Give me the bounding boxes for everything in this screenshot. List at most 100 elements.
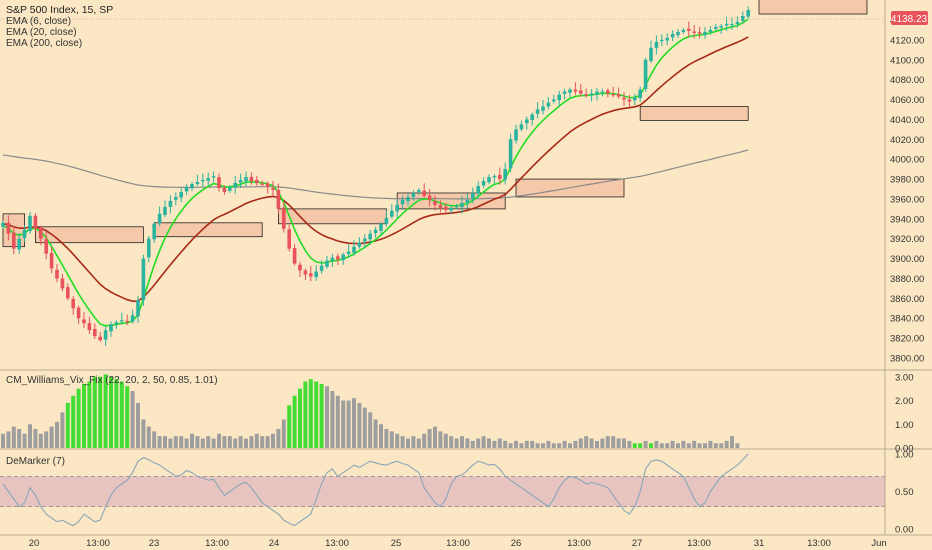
candle-body — [120, 320, 124, 322]
candle-body — [611, 94, 615, 96]
legend-ema20[interactable]: EMA (20, close) — [6, 27, 77, 38]
vix-tick-label: 3.00 — [895, 372, 914, 383]
vix-bar — [487, 438, 491, 448]
vix-bar — [6, 431, 11, 448]
vix-bar — [433, 426, 437, 448]
vix-bar — [163, 436, 167, 448]
candle-body — [303, 270, 308, 275]
time-tick-label: 25 — [391, 538, 402, 549]
price-tick-label: 3960.00 — [890, 194, 924, 205]
candle-body — [460, 202, 464, 208]
vix-bar — [238, 436, 243, 448]
candle-body — [471, 192, 475, 199]
candle-body — [552, 99, 556, 102]
vix-bar — [508, 443, 513, 448]
price-tick-label: 4120.00 — [890, 35, 924, 46]
candle-body — [584, 94, 588, 96]
candle-body — [660, 39, 664, 42]
candle-body — [384, 217, 389, 224]
vix-bar — [632, 443, 637, 448]
vix-bar — [686, 443, 691, 448]
vix-bar — [578, 438, 583, 448]
vix-bar — [449, 436, 454, 448]
vix-bar — [470, 440, 475, 448]
candle-body — [55, 269, 59, 279]
time-tick-label: 13:00 — [807, 538, 831, 549]
time-tick-label: 13:00 — [86, 538, 110, 549]
vix-bar — [616, 438, 621, 448]
candle-body — [692, 31, 696, 33]
vix-bar — [281, 419, 286, 448]
time-tick-label: 27 — [632, 538, 643, 549]
candle-body — [417, 189, 421, 192]
candle-body — [697, 32, 702, 34]
vix-bar — [654, 440, 659, 448]
candle-body — [60, 278, 65, 289]
candle-body — [82, 319, 86, 324]
candle-body — [325, 260, 329, 267]
legend-title[interactable]: S&P 500 Index, 15, SP — [6, 4, 113, 16]
candle-body — [141, 258, 146, 301]
vix-bar — [735, 443, 740, 448]
candle-body — [746, 10, 750, 17]
candle-body — [519, 124, 524, 130]
candle-body — [622, 97, 626, 100]
vix-bar — [557, 443, 562, 448]
time-tick-label: 13:00 — [325, 538, 349, 549]
vix-bar — [11, 426, 16, 448]
vix-bar — [476, 438, 481, 448]
vix-bar — [206, 436, 211, 448]
candle-body — [244, 177, 248, 182]
zone-box — [639, 106, 749, 121]
vix-bar — [605, 436, 610, 448]
time-axis-labels: 20 13:00 23 13:00 24 13:00 25 13:00 26 13:00 27 13:… — [29, 538, 887, 549]
vix-bar — [271, 433, 275, 448]
vix-bar — [676, 443, 680, 448]
candle-body — [508, 139, 513, 169]
vix-bar — [708, 440, 713, 448]
main-legend[interactable]: S&P 500 Index, 15, SP EMA (6, close) EMA… — [6, 4, 113, 49]
candle-body — [503, 169, 507, 180]
candle-body — [735, 21, 740, 24]
candle-body — [492, 176, 497, 178]
vix-bar — [233, 438, 238, 448]
candle-body — [363, 238, 367, 242]
price-tick-label: 3980.00 — [890, 175, 924, 186]
vix-bar — [1, 433, 5, 448]
legend-ema200[interactable]: EMA (200, close) — [6, 38, 82, 49]
legend-ema6[interactable]: EMA (6, close) — [6, 16, 71, 27]
vix-fix-title[interactable]: CM_Williams_Vix_Fix (22, 20, 2, 50, 0.85… — [6, 375, 218, 386]
candle-body — [730, 23, 734, 26]
vix-bar — [503, 440, 508, 448]
vix-bar — [551, 443, 556, 448]
candle-body — [93, 328, 97, 337]
candle-body — [341, 254, 345, 261]
vix-bar — [573, 440, 578, 448]
vix-bar — [416, 438, 421, 448]
vix-bar — [568, 443, 572, 448]
candle-body — [546, 102, 551, 107]
vix-bar — [530, 440, 535, 448]
vix-bar — [622, 438, 626, 448]
price-badge: 4138.23 — [891, 11, 928, 25]
candle-body — [346, 251, 351, 255]
vix-bar — [562, 440, 567, 448]
vix-tick-label: 0.00 — [895, 444, 914, 455]
demarker-title[interactable]: DeMarker (7) — [6, 456, 65, 467]
vix-bar — [168, 438, 173, 448]
vix-bar — [541, 443, 545, 448]
vix-bar — [44, 431, 49, 448]
vix-bar — [130, 391, 135, 448]
vix-bar — [276, 429, 281, 448]
candle-body — [44, 239, 48, 254]
vix-bar — [406, 438, 410, 448]
time-tick-label: 20 — [29, 538, 40, 549]
candle-body — [1, 222, 5, 227]
zone-box — [758, 0, 868, 15]
candle-body — [271, 188, 275, 190]
candle-body — [654, 41, 659, 48]
ema20-line — [2, 36, 749, 303]
candle-body — [557, 94, 561, 101]
vix-bar — [152, 431, 157, 448]
vix-bar — [287, 405, 292, 448]
